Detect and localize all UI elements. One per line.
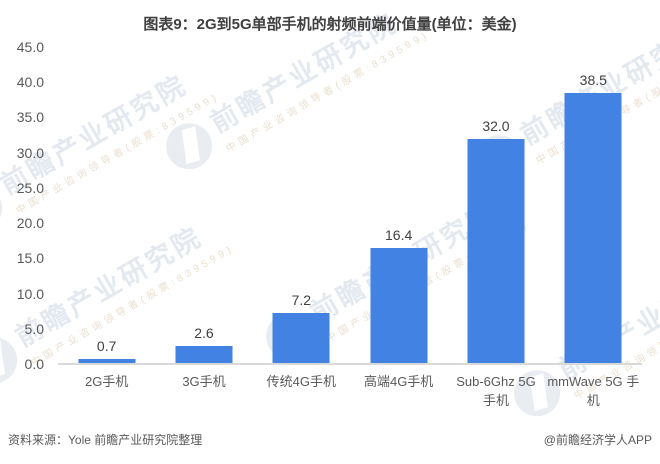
bar-value-label: 7.2 — [291, 292, 312, 309]
bars-row: 0.7 2.6 7.2 16.4 32.0 38.5 — [58, 47, 642, 364]
y-axis-tick-label: 25.0 — [16, 179, 44, 196]
bar-value-label: 38.5 — [579, 71, 607, 88]
chart-title: 图表9：2G到5G单部手机的射频前端价值量(单位：美金) — [143, 16, 517, 33]
x-axis-line — [58, 363, 642, 365]
bar-group: 32.0 — [447, 47, 544, 364]
x-axis-category-label: 高端4G手机 — [363, 374, 434, 389]
bar — [467, 138, 525, 364]
bar — [564, 92, 622, 364]
x-axis-category-label: 3G手机 — [182, 374, 226, 389]
bar-value-label: 0.7 — [96, 338, 117, 355]
source-note: 资料来源：Yole 前瞻产业研究院整理 — [8, 433, 203, 447]
bar-group: 7.2 — [253, 47, 350, 364]
x-axis-labels: 2G手机 3G手机 传统4G手机 高端4G手机 Sub-6Ghz 5G 手机 mmWave… — [58, 372, 642, 410]
bar — [78, 359, 136, 364]
bar — [272, 313, 330, 364]
bar-value-label: 16.4 — [385, 227, 413, 244]
bar-group: 0.7 — [58, 47, 155, 364]
x-axis-category-label: 2G手机 — [84, 374, 129, 389]
y-axis: 45.0 40.0 35.0 30.0 25.0 20.0 15.0 10.0 5.0 0.0 — [0, 39, 50, 372]
y-axis-tick-label: 30.0 — [16, 144, 44, 161]
bar-group: 16.4 — [350, 47, 447, 364]
y-axis-tick-label: 45.0 — [16, 39, 44, 55]
y-axis-tick-label: 10.0 — [16, 285, 44, 302]
bar-value-label: 32.0 — [482, 117, 510, 134]
x-axis-category-label: 传统4G手机 — [266, 374, 336, 389]
bar — [370, 248, 428, 364]
y-axis-tick-label: 5.0 — [24, 320, 44, 337]
footer: 资料来源：Yole 前瞻产业研究院整理 @前瞻经济学人APP — [8, 431, 652, 448]
y-axis-tick-label: 0.0 — [24, 356, 44, 372]
y-axis-tick-label: 15.0 — [16, 250, 44, 267]
y-axis-tick-label: 20.0 — [16, 215, 44, 232]
x-axis-category-label: mmWave 5G 手机 — [547, 374, 640, 408]
bar-group: 38.5 — [545, 47, 642, 364]
y-axis-tick-label: 40.0 — [16, 74, 44, 91]
bar-value-label: 2.6 — [194, 324, 214, 341]
credit-note: @前瞻经济学人APP — [543, 433, 652, 447]
bar-group: 2.6 — [155, 47, 252, 364]
y-axis-tick-label: 35.0 — [16, 109, 44, 126]
bar — [175, 345, 233, 364]
x-axis-category-label: Sub-6Ghz 5G 手机 — [456, 374, 536, 408]
plot-area: 0.7 2.6 7.2 16.4 32.0 38.5 — [58, 47, 642, 365]
